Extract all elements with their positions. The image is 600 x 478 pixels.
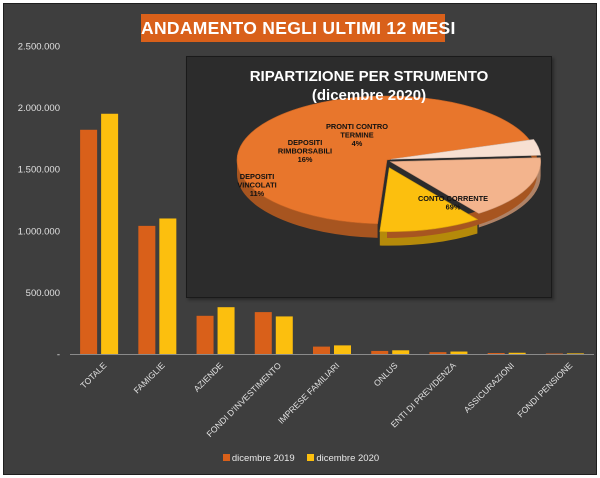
pie-title-line-2: (dicembre 2020) [311, 87, 427, 104]
bar-dec2019 [196, 315, 214, 354]
pie-slice-side [387, 140, 537, 238]
chart-frame: - 500.000 1.000.000 1.500.000 2.000.000 2.500… [3, 3, 597, 475]
pie-slice-label: DEPOSITI [240, 172, 275, 181]
x-category-label: ASSICURAZIONI [462, 360, 516, 414]
pie-slice-label: PRONTI CONTRO [326, 122, 388, 131]
bar-dec2020 [566, 353, 584, 354]
x-category-label: FAMIGLIE [132, 360, 167, 395]
bar-dec2020 [217, 307, 235, 354]
y-tick-label: 500.000 [26, 288, 60, 299]
pie-slice-label: VINCOLATI [237, 181, 276, 190]
pie-slice-label: 16% [298, 155, 313, 164]
pie-slice-label: CONTO CORRENTE [418, 194, 488, 203]
pie-slice-side [237, 160, 378, 238]
bar-dec2020 [334, 345, 351, 354]
bar-dec2019 [313, 346, 330, 354]
x-category-label: FONDI PENSIONE [515, 360, 574, 419]
bar-dec2019 [138, 225, 156, 354]
legend-item-dec2019: dicembre 2019 [222, 453, 295, 464]
y-tick-label: 2.000.000 [18, 103, 60, 114]
x-category-label: ONLUS [372, 360, 400, 388]
pie-slice [236, 95, 531, 225]
x-category-label: AZIENDE [192, 360, 226, 394]
pie-slice-label: 11% [250, 189, 265, 198]
y-tick-label: 2.500.000 [18, 42, 60, 53]
pie-slice [389, 157, 541, 214]
pie-title-line-1: RIPARTIZIONE PER STRUMENTO [249, 68, 489, 85]
y-tick-label: 1.000.000 [18, 226, 60, 237]
pie-slice [379, 167, 479, 232]
pie-slice-label: DEPOSITI [288, 138, 323, 147]
bar-chart: - 500.000 1.000.000 1.500.000 2.000.000 2.500… [18, 42, 594, 439]
legend-label-dec2019: dicembre 2019 [231, 453, 295, 464]
legend-label-dec2020: dicembre 2020 [316, 453, 380, 464]
legend-swatch-dec2020 [307, 454, 315, 461]
bar-dec2020 [508, 352, 526, 354]
bar-dec2019 [371, 350, 389, 354]
legend: dicembre 2019 dicembre 2020 [4, 453, 596, 464]
pie-slice-label: TERMINE [340, 131, 373, 140]
bar-dec2019 [487, 353, 505, 354]
bar-dec2019 [254, 312, 272, 354]
pie-slice-label: 69% [446, 203, 461, 212]
y-tick-label: 1.500.000 [18, 165, 60, 176]
x-category-label: IMPRESE FAMILIARI [276, 360, 341, 425]
legend-item-dec2020: dicembre 2020 [307, 453, 379, 464]
pie-chart-panel: CONTO CORRENTE 69% DEPOSITI VINCOLATI 11% DEP… [186, 56, 552, 298]
bar-dec2020 [101, 113, 119, 354]
bar-dec2020 [450, 351, 468, 354]
pie-slice-label: RIMBORSABILI [278, 147, 332, 156]
pie-slice [390, 139, 541, 160]
bar-dec2020 [159, 218, 177, 354]
bar-dec2019 [545, 353, 563, 355]
x-category-label: TOTALE [78, 360, 108, 390]
x-category-label: ENTI DI PREVIDENZA [389, 360, 458, 429]
pie-chart-title: RIPARTIZIONE PER STRUMENTO (dicembre 202… [187, 67, 551, 105]
bar-dec2020 [275, 316, 293, 354]
bar-dec2019 [429, 352, 447, 354]
bar-dec2019 [80, 129, 98, 354]
chart-title: ANDAMENTO NEGLI ULTIMI 12 MESI [141, 14, 455, 42]
legend-swatch-dec2019 [222, 454, 230, 461]
y-tick-label: - [57, 350, 60, 361]
bar-dec2020 [392, 350, 410, 354]
pie-chart: CONTO CORRENTE69%DEPOSITIVINCOLATI11%DEP… [236, 95, 541, 246]
pie-slice-label: 4% [352, 139, 363, 148]
